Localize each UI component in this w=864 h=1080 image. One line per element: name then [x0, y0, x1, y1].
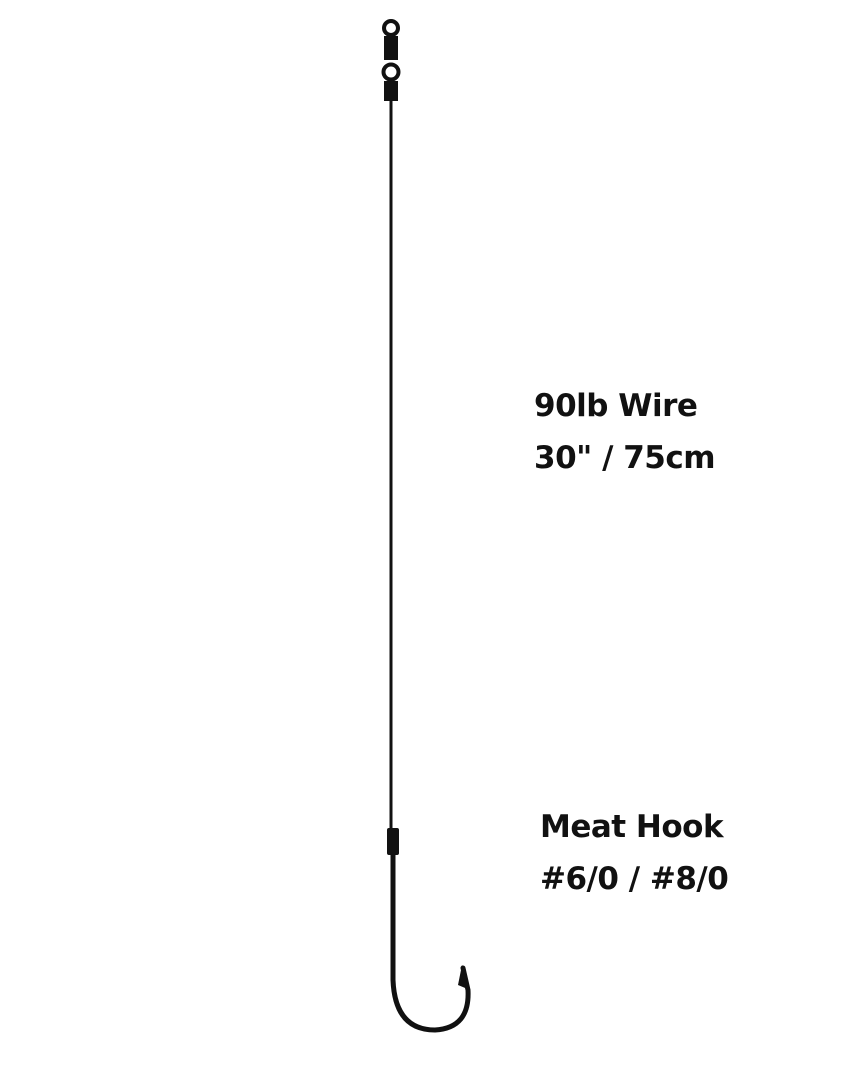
- swivel-barrel-top: [384, 36, 398, 60]
- hook-sizes: #6/0 / #8/0: [540, 861, 729, 897]
- swivel: [381, 19, 401, 101]
- wire-strength: 90lb Wire: [534, 388, 698, 424]
- swivel-barrel-bottom: [384, 81, 398, 101]
- swivel-ring-top: [382, 19, 400, 37]
- wire-label: 90lb Wire 30" / 75cm: [534, 380, 716, 484]
- hook: [390, 852, 471, 1033]
- hook-type: Meat Hook: [540, 809, 724, 845]
- swivel-ring-middle: [381, 62, 401, 82]
- crimp-sleeve: [387, 828, 399, 855]
- hook-label: Meat Hook #6/0 / #8/0: [540, 801, 729, 905]
- wire-length: 30" / 75cm: [534, 440, 716, 476]
- hook-barb: [458, 965, 470, 990]
